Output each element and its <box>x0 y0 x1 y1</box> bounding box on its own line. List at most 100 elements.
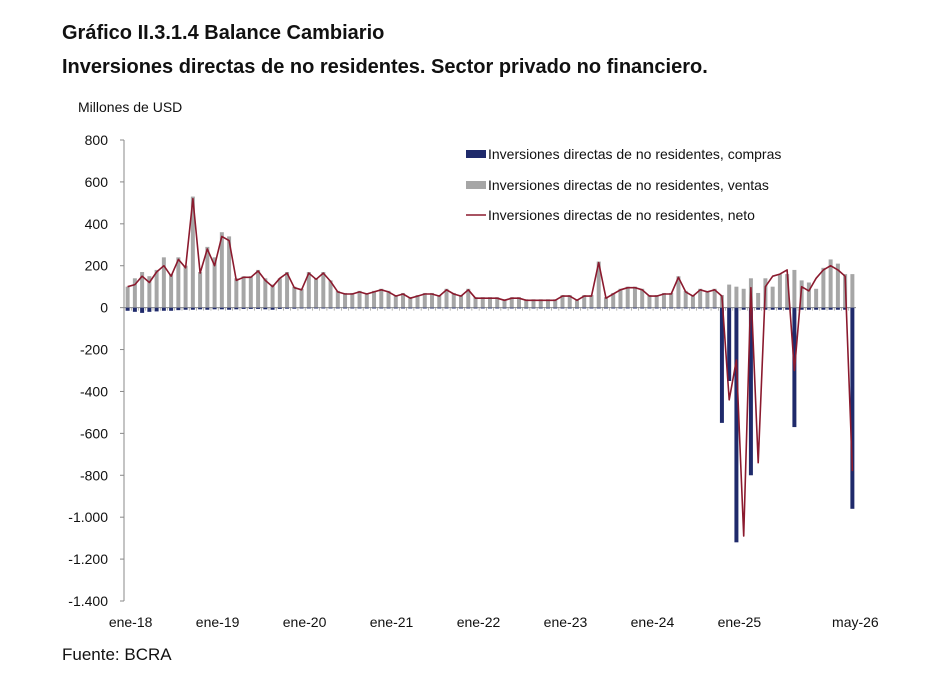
y-tick-label: -400 <box>80 383 108 399</box>
compras-bar <box>408 307 413 309</box>
ventas-bar <box>401 292 406 308</box>
ventas-bar <box>647 295 652 308</box>
ventas-bar <box>625 286 630 308</box>
ventas-bar <box>835 263 840 308</box>
ventas-bar <box>618 288 623 308</box>
compras-bar <box>850 307 855 509</box>
ventas-bar <box>734 286 739 308</box>
chart-title: Gráfico II.3.1.4 Balance Cambiario <box>62 22 385 44</box>
ventas-bar <box>437 295 442 308</box>
ventas-bar <box>190 196 195 308</box>
compras-bar <box>632 307 637 309</box>
compras-bar <box>314 307 319 309</box>
ventas-bar <box>850 274 855 308</box>
ventas-bar <box>509 297 514 308</box>
ventas-bar <box>516 297 521 308</box>
ventas-bar <box>690 295 695 308</box>
compras-bar <box>814 307 819 310</box>
ventas-bar <box>386 290 391 308</box>
compras-bar <box>495 307 500 309</box>
compras-bar <box>328 307 333 309</box>
compras-bar <box>480 307 485 309</box>
compras-bar <box>567 307 572 309</box>
ventas-bar <box>473 297 478 308</box>
y-tick-label: -800 <box>80 467 108 483</box>
x-tick-label: ene-18 <box>109 614 153 630</box>
compras-bar <box>161 307 166 311</box>
ventas-bar <box>589 295 594 308</box>
x-tick-label: may-26 <box>832 614 879 630</box>
compras-bar <box>654 307 659 309</box>
ventas-bar <box>661 292 666 308</box>
ventas-bar <box>821 267 826 308</box>
compras-bar <box>698 307 703 309</box>
ventas-bar <box>372 290 377 308</box>
compras-bar <box>437 307 442 309</box>
ventas-bar <box>828 259 833 308</box>
compras-bar <box>748 307 753 476</box>
compras-bar <box>459 307 464 309</box>
compras-bar <box>147 307 152 312</box>
compras-bar <box>132 307 137 312</box>
source-note: Fuente: BCRA <box>62 645 172 664</box>
neto-line <box>127 197 854 537</box>
compras-bar <box>669 307 674 309</box>
compras-bar <box>343 307 348 309</box>
compras-bar <box>335 307 340 309</box>
ventas-bar <box>270 284 275 308</box>
chart-subtitle: Inversiones directas de no residentes. S… <box>62 56 708 78</box>
compras-bar <box>502 307 507 309</box>
compras-bar <box>263 307 268 310</box>
ventas-bar <box>495 297 500 308</box>
compras-bar <box>219 307 224 310</box>
ventas-bar <box>741 288 746 308</box>
legend-swatch <box>466 150 486 158</box>
y-axis-label: Millones de USD <box>78 99 183 115</box>
compras-bar <box>473 307 478 309</box>
compras-bar <box>176 307 181 311</box>
ventas-bar <box>698 288 703 308</box>
compras-bar <box>415 307 420 309</box>
ventas-bar <box>488 297 492 308</box>
ventas-bar <box>285 272 290 308</box>
ventas-bar <box>567 295 572 308</box>
compras-bar <box>661 307 666 309</box>
y-tick-label: -1.400 <box>68 593 108 609</box>
y-tick-label: 400 <box>85 216 109 232</box>
compras-bar <box>277 307 282 309</box>
ventas-bar <box>241 276 246 308</box>
compras-bar <box>190 307 195 310</box>
ventas-bar <box>132 278 137 308</box>
compras-bar <box>248 307 253 309</box>
compras-bar <box>835 307 840 310</box>
legend-label: Inversiones directas de no residentes, v… <box>488 177 769 193</box>
compras-bar <box>763 307 768 310</box>
ventas-bar <box>299 288 304 308</box>
ventas-bar <box>502 299 507 308</box>
compras-bar <box>727 307 732 381</box>
ventas-bar <box>430 292 435 308</box>
y-axis: 800 600 400 200 0 -200 -400 -600 -800 -1.000 -1.20… <box>68 132 125 609</box>
compras-bar <box>741 307 746 310</box>
y-tick-label: 600 <box>85 174 109 190</box>
compras-bar <box>299 307 304 309</box>
compras-bar <box>292 307 297 309</box>
ventas-bar <box>676 276 681 308</box>
ventas-bar <box>538 299 543 308</box>
compras-bar <box>618 307 623 309</box>
ventas-bar <box>393 295 398 308</box>
compras-bar <box>683 307 688 309</box>
compras-bar <box>321 307 326 309</box>
ventas-bar <box>603 297 608 308</box>
ventas-bar <box>632 286 637 308</box>
ventas-bar <box>408 297 413 308</box>
ventas-bar <box>712 288 717 308</box>
ventas-bar <box>444 288 449 308</box>
ventas-bar <box>140 272 145 308</box>
compras-bar <box>154 307 159 312</box>
ventas-bar <box>560 295 565 308</box>
compras-bar <box>285 307 290 309</box>
ventas-bar <box>256 269 261 308</box>
ventas-bar <box>611 292 616 308</box>
